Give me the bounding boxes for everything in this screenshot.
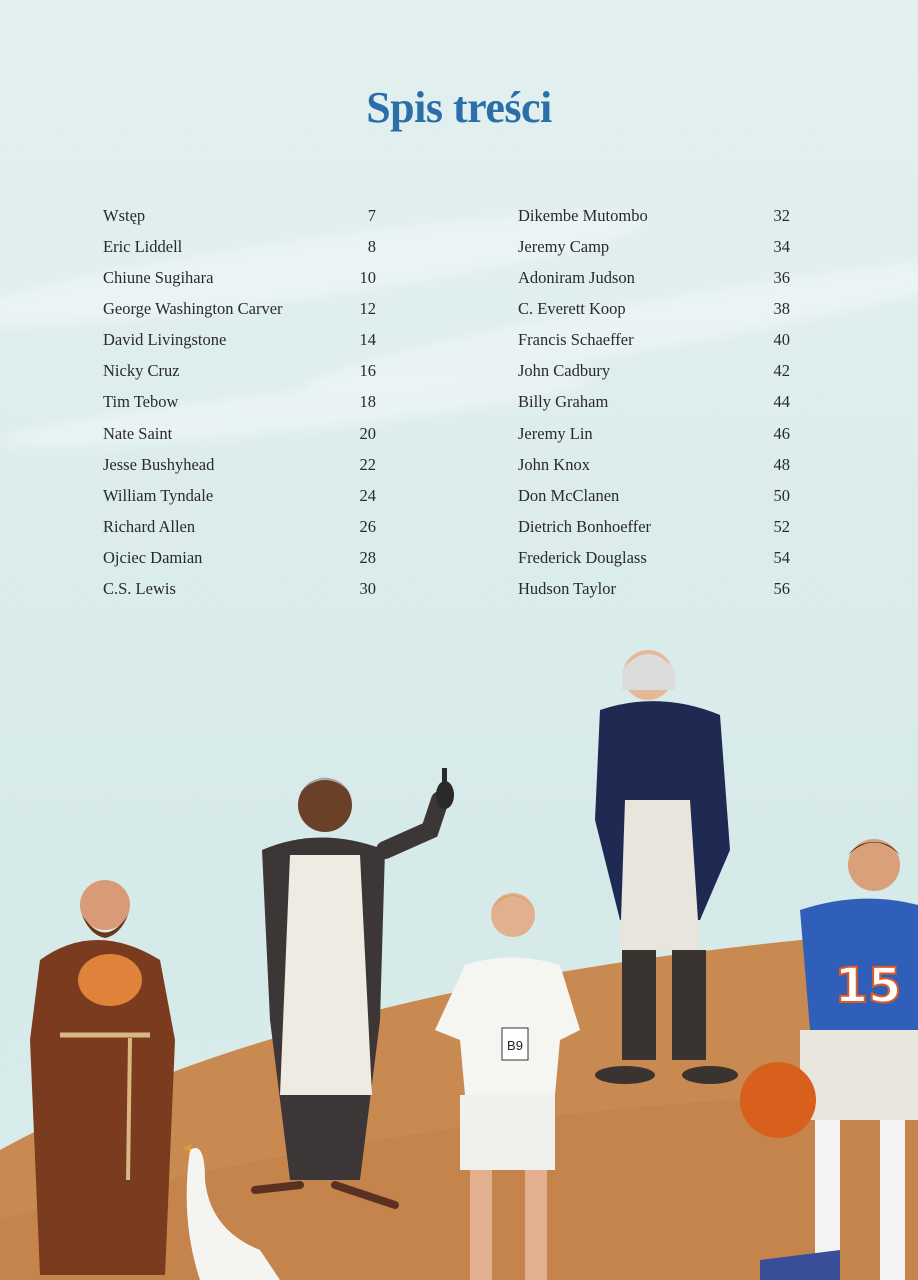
toc-entry[interactable]: John Knox 48	[518, 449, 790, 480]
toc-entry[interactable]: Nate Saint 20	[103, 418, 376, 449]
toc-entry-page: 36	[773, 267, 791, 287]
runner-bib-number: B9	[507, 1038, 523, 1053]
toc-entry-title: C. Everett Koop	[518, 298, 626, 318]
toc-entry-page: 40	[773, 330, 791, 350]
toc-entry[interactable]: Tim Tebow 18	[103, 387, 376, 418]
toc-entry-page: 50	[773, 485, 791, 505]
toc-entry-page: 22	[359, 454, 377, 474]
monk-figure	[30, 880, 175, 1275]
toc-entry-title: Billy Graham	[518, 392, 609, 412]
illustration: B9 15	[0, 650, 918, 1280]
toc-entry-page: 54	[773, 548, 791, 568]
toc-entry-title: Wstęp	[103, 205, 146, 225]
toc-entry-title: Dikembe Mutombo	[518, 205, 648, 225]
toc-entry-page: 52	[773, 516, 791, 536]
page-title: Spis treści	[366, 83, 552, 132]
toc-entry-page: 28	[359, 548, 377, 568]
toc-right-column: Dikembe Mutombo 32 Jeremy Camp 34 Adoniram J…	[518, 200, 790, 605]
toc-entry-page: 16	[359, 361, 377, 381]
goose-figure	[183, 1144, 280, 1280]
toc-entry[interactable]: William Tyndale 24	[103, 480, 376, 511]
toc-entry-page: 38	[773, 298, 791, 318]
toc-entry[interactable]: Jeremy Lin 46	[518, 418, 790, 449]
toc-entry-title: Frederick Douglass	[518, 548, 647, 568]
toc-entry-page: 8	[367, 236, 376, 256]
runner-figure: B9	[435, 893, 580, 1280]
toc-entry-page: 44	[773, 392, 791, 412]
toc-entry-title: David Livingstone	[103, 330, 227, 350]
toc-entry[interactable]: Chiune Sugihara 10	[103, 262, 376, 293]
toc-entry[interactable]: C. Everett Koop 38	[518, 293, 790, 324]
toc-entry-title: Adoniram Judson	[518, 267, 635, 287]
toc-entry-title: Eric Liddell	[103, 236, 183, 256]
toc-entry-title: Jeremy Camp	[518, 236, 610, 256]
toc-entry[interactable]: Jeremy Camp 34	[518, 231, 790, 262]
toc-entry-page: 12	[359, 298, 377, 318]
toc-entry-page: 14	[359, 330, 377, 350]
toc-entry-title: Don McClanen	[518, 485, 620, 505]
toc-entry-title: John Knox	[518, 454, 590, 474]
toc-entry[interactable]: Don McClanen 50	[518, 480, 790, 511]
toc-entry-page: 34	[773, 236, 791, 256]
toc-entry-title: Jesse Bushyhead	[103, 454, 215, 474]
scientist-figure	[251, 768, 454, 1209]
toc-entry-page: 7	[367, 205, 376, 225]
toc-entry-page: 46	[773, 423, 791, 443]
toc-entry[interactable]: C.S. Lewis 30	[103, 574, 376, 605]
football-player-figure: 15	[740, 839, 918, 1280]
toc-entry-page: 24	[359, 485, 377, 505]
toc-entry[interactable]: David Livingstone 14	[103, 325, 376, 356]
toc-entry-page: 42	[773, 361, 791, 381]
toc-entry[interactable]: Francis Schaeffer 40	[518, 325, 790, 356]
toc-entry-title: William Tyndale	[103, 485, 214, 505]
toc-entry[interactable]: Richard Allen 26	[103, 511, 376, 542]
toc-entry-title: Richard Allen	[103, 516, 196, 536]
general-figure	[595, 650, 738, 1084]
toc-entry[interactable]: John Cadbury 42	[518, 356, 790, 387]
toc-entry-page: 48	[773, 454, 791, 474]
toc-left-column: Wstęp 7 Eric Liddell 8 Chiune Sugihara 10 Geor…	[103, 200, 376, 605]
toc-entry[interactable]: Billy Graham 44	[518, 387, 790, 418]
toc-entry-page: 30	[359, 579, 377, 599]
toc-entry-page: 10	[359, 267, 377, 287]
toc-entry[interactable]: Frederick Douglass 54	[518, 543, 790, 574]
toc-entry[interactable]: Nicky Cruz 16	[103, 356, 376, 387]
toc-entry-title: Chiune Sugihara	[103, 267, 214, 287]
toc-entry-title: George Washington Carver	[103, 298, 283, 318]
toc-entry[interactable]: Ojciec Damian 28	[103, 543, 376, 574]
toc-entry-page: 56	[773, 579, 791, 599]
toc-entry-title: Nicky Cruz	[103, 361, 180, 381]
toc-entry-title: C.S. Lewis	[103, 579, 176, 599]
toc-entry-page: 32	[773, 205, 791, 225]
toc-entry-title: Nate Saint	[103, 423, 173, 443]
toc-entry-title: Francis Schaeffer	[518, 330, 634, 350]
toc-entry-title: Jeremy Lin	[518, 423, 593, 443]
toc-entry-title: Dietrich Bonhoeffer	[518, 516, 652, 536]
jersey-number: 15	[835, 958, 902, 1014]
toc-entry[interactable]: George Washington Carver 12	[103, 293, 376, 324]
toc-entry-title: Ojciec Damian	[103, 548, 203, 568]
toc-entry-title: Tim Tebow	[103, 392, 179, 412]
toc-entry[interactable]: Jesse Bushyhead 22	[103, 449, 376, 480]
toc-entry[interactable]: Eric Liddell 8	[103, 231, 376, 262]
toc-entry-page: 26	[359, 516, 377, 536]
toc-entry[interactable]: Dietrich Bonhoeffer 52	[518, 511, 790, 542]
toc-entry[interactable]: Hudson Taylor 56	[518, 574, 790, 605]
toc-entry-title: Hudson Taylor	[518, 579, 616, 599]
toc-entry[interactable]: Wstęp 7	[103, 200, 376, 231]
toc-entry-title: John Cadbury	[518, 361, 611, 381]
toc-entry[interactable]: Adoniram Judson 36	[518, 262, 790, 293]
toc-entry-page: 18	[359, 392, 377, 412]
toc-entry[interactable]: Dikembe Mutombo 32	[518, 200, 790, 231]
toc-entry-page: 20	[359, 423, 377, 443]
